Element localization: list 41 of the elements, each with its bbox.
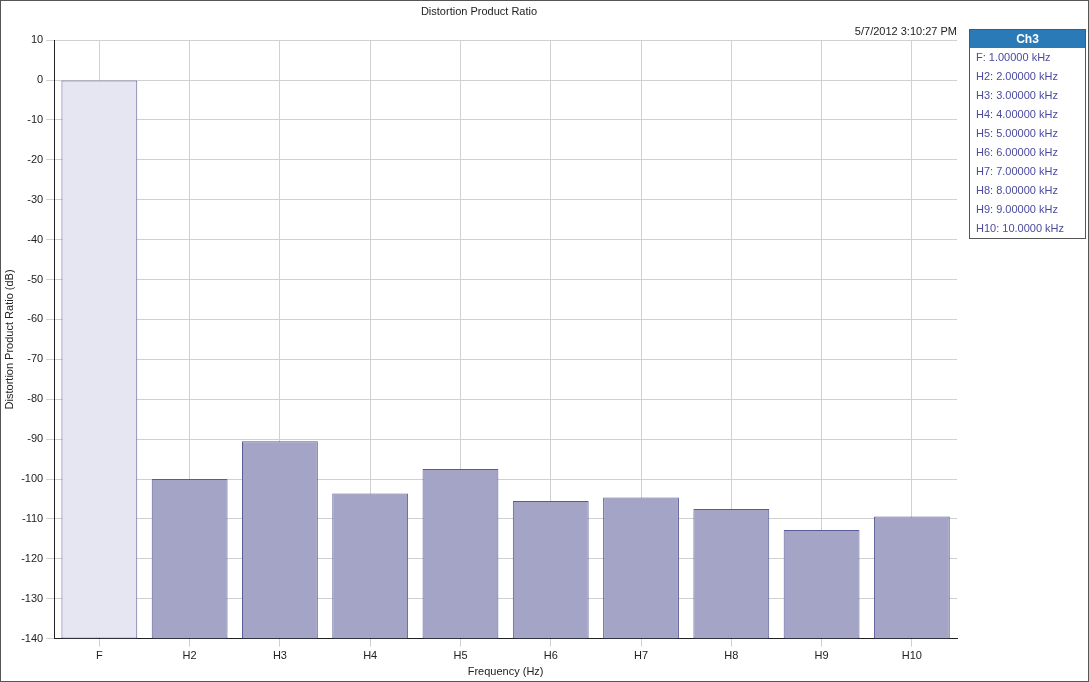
x-tick-label: H6 — [543, 649, 558, 662]
x-tick-label: H9 — [814, 649, 829, 662]
text: F: 1.00000 kHz — [975, 50, 1052, 65]
y-tick-label: -110 — [22, 511, 44, 524]
x-tick-label: H3 — [272, 649, 287, 662]
x-tick-label: H8 — [724, 649, 739, 662]
y-axis-title: Distortion Product Ratio (dB) — [2, 269, 15, 410]
y-tick-label: -10 — [27, 113, 44, 126]
x-tick-label: H5 — [453, 649, 468, 662]
x-tick-label: H7 — [633, 649, 649, 662]
y-tick-label: -80 — [27, 392, 44, 405]
y-tick-label: -60 — [27, 312, 44, 325]
y-tick-label: 10 — [30, 33, 44, 46]
y-tick-label: -130 — [21, 591, 44, 604]
text: H10: 10.0000 kHz — [975, 221, 1066, 236]
y-tick-label: -30 — [27, 192, 44, 205]
y-tick-label: -90 — [27, 432, 44, 445]
x-tick-label: H4 — [363, 649, 378, 662]
text: H7: 7.00000 kHz — [975, 164, 1059, 179]
y-tick-label: -40 — [27, 232, 44, 245]
text: H2: 2.00000 kHz — [975, 69, 1059, 84]
y-tick-label: -50 — [27, 272, 44, 285]
text: H4: 4.00000 kHz — [975, 107, 1059, 122]
text: 5/7/2012 3:10:27 PM — [854, 24, 957, 37]
y-tick-label: -100 — [21, 472, 44, 485]
y-tick-label: -20 — [27, 152, 44, 165]
x-axis-title: Frequency (Hz) — [467, 665, 544, 678]
y-tick-label: 0 — [37, 73, 44, 86]
x-tick-label: H2 — [182, 649, 197, 662]
text: H3: 3.00000 kHz — [975, 88, 1059, 103]
text: H8: 8.00000 kHz — [975, 183, 1059, 198]
text: H6: 6.00000 kHz — [975, 145, 1059, 160]
text: H9: 9.00000 kHz — [975, 202, 1059, 217]
y-tick-label: -140 — [21, 631, 44, 644]
y-tick-label: -120 — [21, 551, 44, 564]
chart-title: Distortion Product Ratio — [420, 4, 538, 17]
legend-title: Ch3 — [970, 30, 1085, 48]
x-tick-label: F — [95, 649, 103, 662]
x-tick-label: H10 — [901, 649, 922, 662]
y-tick-label: -70 — [27, 352, 44, 365]
text: H5: 5.00000 kHz — [975, 126, 1059, 141]
